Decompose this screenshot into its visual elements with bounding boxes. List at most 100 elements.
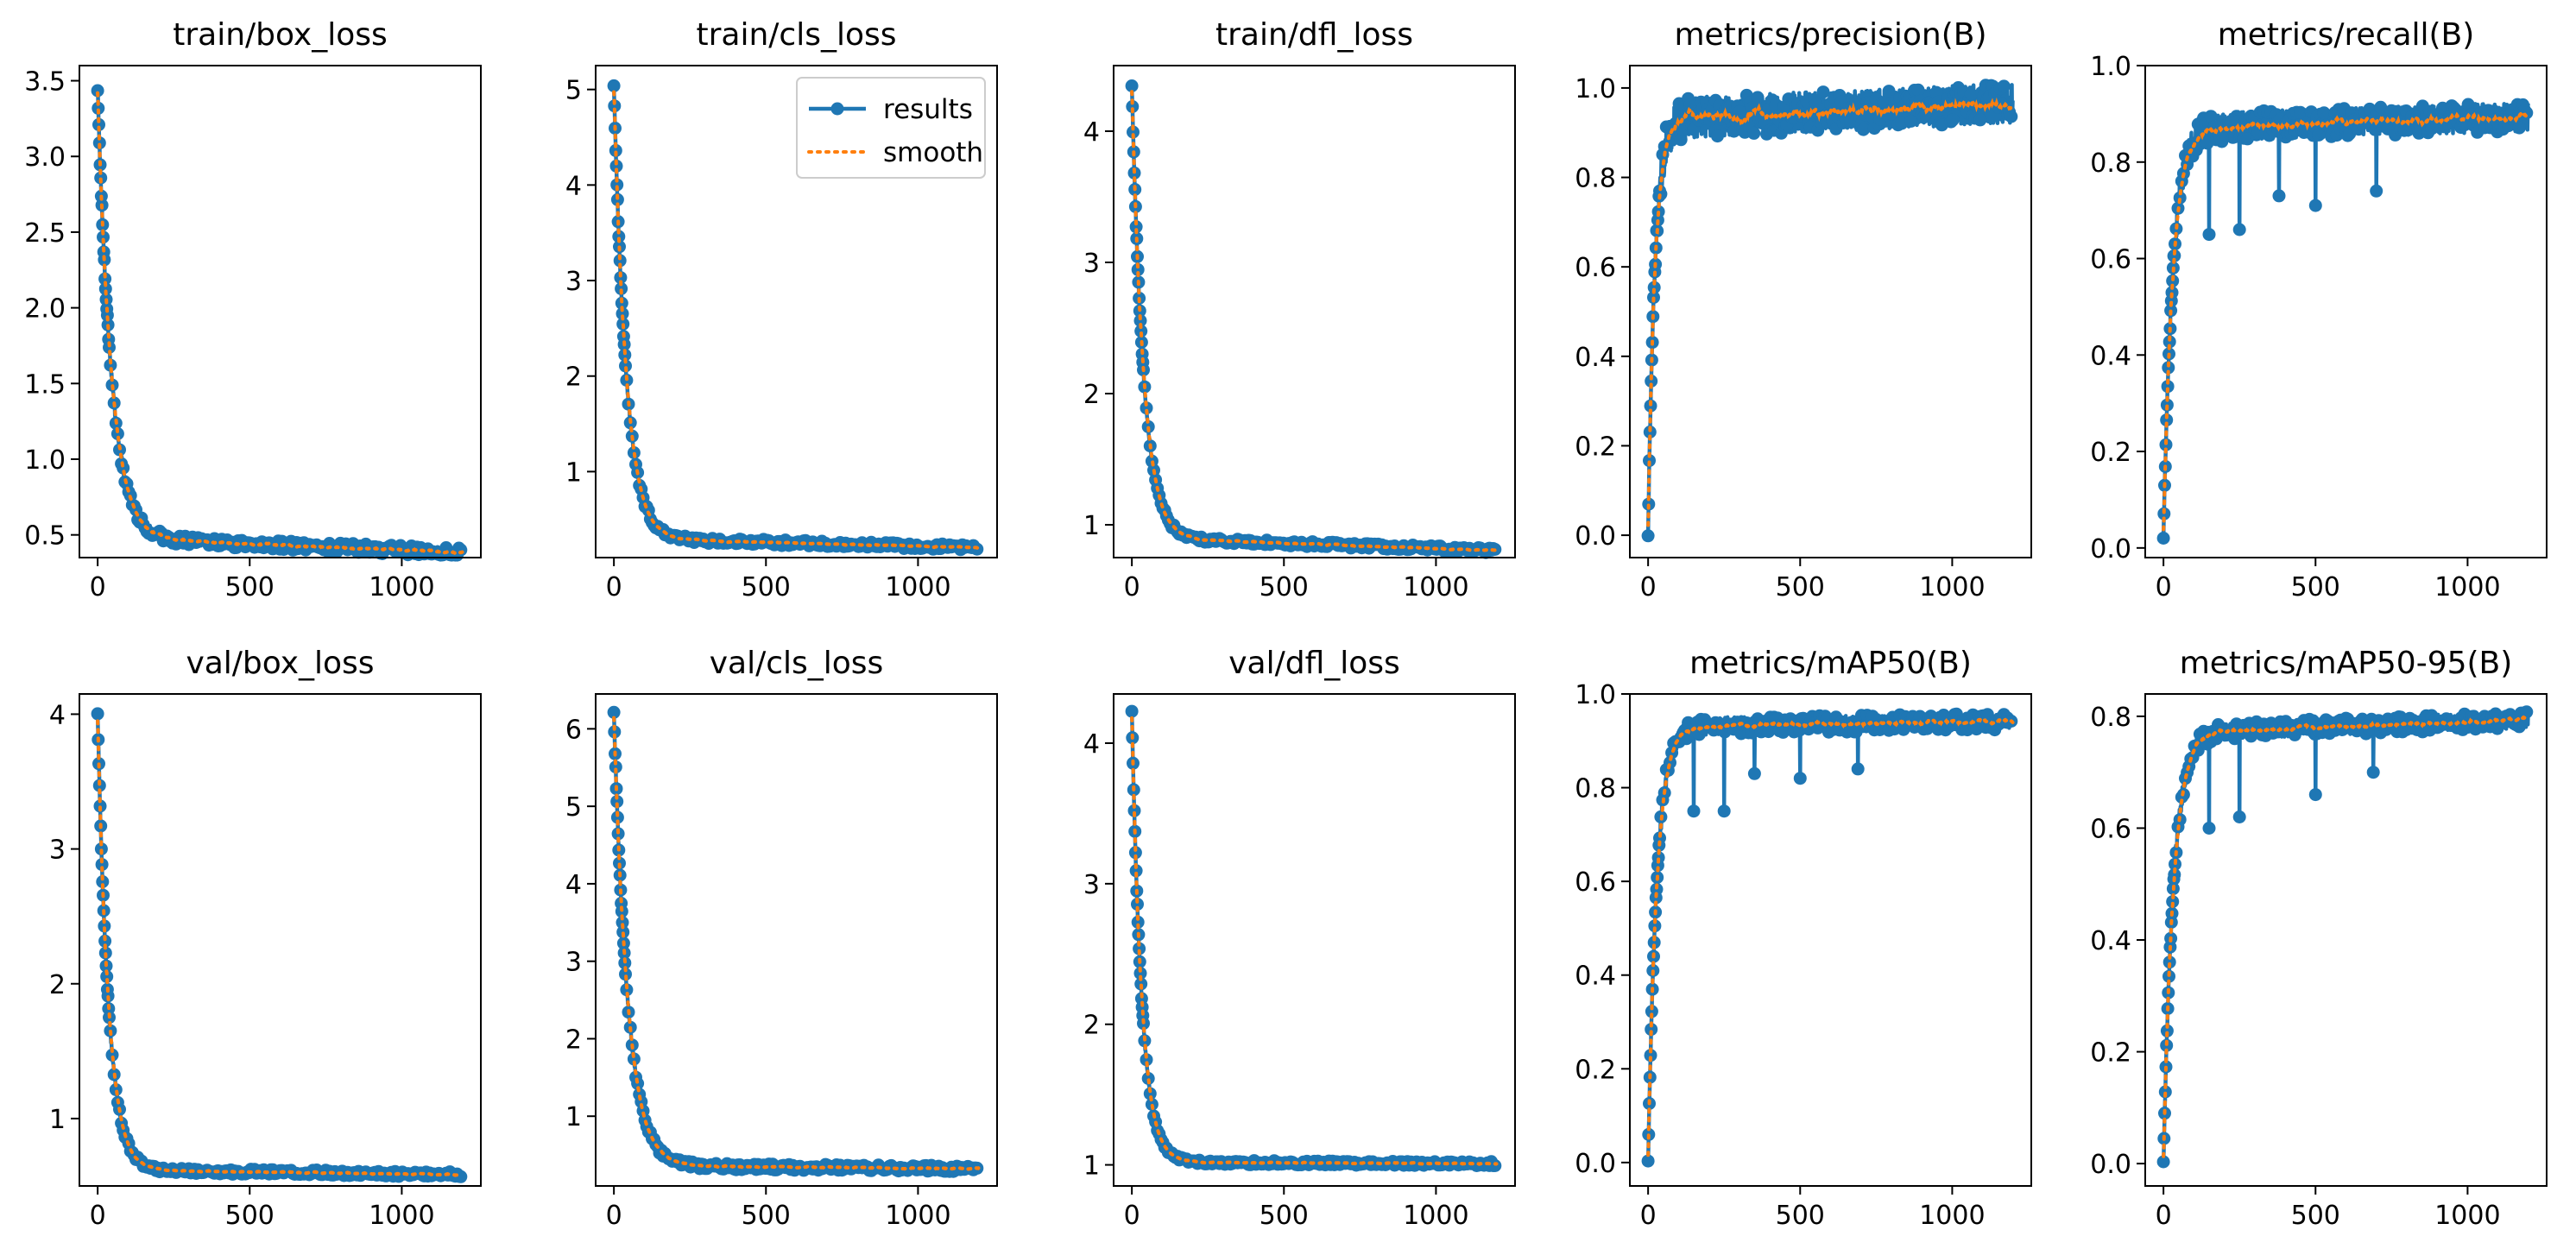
results-point	[1125, 79, 1139, 92]
smooth-line	[2162, 715, 2530, 1158]
y-tick-label: 5	[565, 76, 582, 106]
results-point	[1717, 804, 1731, 818]
results-point	[1127, 804, 1141, 817]
y-tick-label: 3.5	[24, 67, 66, 98]
panel-metrics-map50-b: metrics/mAP50(B) 0 500 1000 0.0 0.2 0.4 0.6 0.8 1…	[1575, 646, 2032, 1231]
results-point	[1645, 1005, 1658, 1019]
y-tick-label: 0.5	[24, 521, 66, 552]
y-tick-label: 0.8	[1575, 164, 1616, 194]
x-tick-label: 1000	[885, 572, 950, 602]
results-point	[1129, 220, 1143, 234]
panel-val-dfl-loss: val/dfl_loss 0 500 1000 1 2 3 4	[1083, 646, 1516, 1231]
results-point	[1751, 91, 1765, 104]
y-tick-label: 0.2	[1575, 1055, 1616, 1085]
axes-frame	[595, 65, 998, 558]
y-tick-label: 4	[565, 171, 582, 201]
results-point	[609, 143, 622, 157]
x-tick-label: 500	[225, 1201, 275, 1231]
panel-title: metrics/precision(B)	[1674, 17, 1986, 53]
x-tick-label: 0	[1124, 1201, 1140, 1231]
results-point	[104, 358, 117, 372]
results-point	[607, 705, 621, 719]
results-point	[1973, 113, 1987, 127]
panel-title: metrics/mAP50(B)	[1689, 646, 1972, 681]
y-tick-label: 0.0	[2090, 1150, 2131, 1180]
axes-frame	[1113, 693, 1516, 1187]
axes-frame	[79, 65, 482, 558]
panel-title: train/box_loss	[173, 17, 388, 53]
results-point	[610, 810, 624, 824]
results-point	[2312, 128, 2326, 142]
results-point	[619, 359, 632, 373]
x-tick-label: 500	[1260, 572, 1309, 602]
results-point	[612, 230, 626, 243]
axes-frame	[2144, 693, 2548, 1187]
results-point	[96, 875, 110, 888]
results-point	[2161, 380, 2175, 394]
x-tick-label: 0	[1640, 1201, 1657, 1231]
results-point	[1133, 314, 1147, 327]
results-point	[92, 136, 106, 150]
results-markers	[91, 707, 468, 1183]
results-markers	[607, 705, 984, 1178]
results-markers	[2156, 705, 2534, 1169]
results-point	[1648, 919, 1662, 933]
y-tick-label: 1	[565, 1102, 582, 1132]
smooth-line	[612, 90, 981, 550]
results-point	[1131, 262, 1145, 276]
results-point	[95, 858, 109, 872]
results-line	[1129, 85, 1499, 555]
results-point	[609, 159, 623, 173]
y-tick-label: 0.8	[2090, 703, 2131, 733]
axes-frame	[1629, 693, 2032, 1187]
results-point	[2162, 335, 2176, 349]
results-point	[100, 308, 114, 322]
results-point	[454, 543, 468, 557]
results-point	[1929, 85, 1943, 99]
results-point	[1645, 1023, 1658, 1037]
axes-frame	[2144, 65, 2548, 558]
y-tick-label: 0.8	[2090, 148, 2131, 179]
results-point	[614, 271, 628, 285]
results-point	[1647, 281, 1661, 294]
results-point	[2204, 110, 2218, 123]
x-tick-label: 1000	[885, 1201, 950, 1231]
y-tick-label: 0.6	[1575, 867, 1616, 898]
results-point	[1866, 709, 1879, 723]
results-point	[2156, 1155, 2170, 1169]
results-markers	[1125, 79, 1502, 559]
y-tick-label: 0.4	[1575, 962, 1616, 992]
x-tick-label: 500	[1776, 1201, 1825, 1231]
results-point	[2512, 121, 2526, 135]
y-tick-label: 0.6	[1575, 253, 1616, 283]
legend-results-label: results	[883, 94, 973, 125]
x-tick-label: 500	[2291, 1201, 2340, 1231]
results-point	[1127, 125, 1140, 139]
results-point	[109, 1083, 123, 1096]
panel-metrics-recall-b: metrics/recall(B) 0 500 1000 0.0 0.2 0.4 0.6 0.8…	[2090, 17, 2548, 602]
x-tick-label: 500	[1260, 1201, 1309, 1231]
panel-metrics-precision-b: metrics/precision(B) 0 500 1000 0.0 0.2 0.4 0.6…	[1575, 17, 2032, 602]
results-point	[2160, 413, 2174, 427]
results-point	[100, 969, 114, 983]
results-point	[1143, 1087, 1157, 1100]
x-tick-label: 0	[2156, 1201, 2172, 1231]
axes-frame	[595, 693, 998, 1187]
results-point	[103, 341, 116, 354]
results-point	[105, 1048, 119, 1062]
y-tick-label: 4	[565, 870, 582, 900]
panel-val-cls-loss: val/cls_loss 0 500 1000 1 2 3 4 5 6	[565, 646, 998, 1231]
results-point	[110, 427, 124, 440]
results-point	[1733, 104, 1746, 118]
x-tick-label: 1000	[1919, 572, 1985, 602]
results-point	[2168, 867, 2181, 881]
results-point	[1140, 401, 1153, 415]
results-point	[2160, 1024, 2174, 1037]
results-line	[1645, 82, 2015, 536]
legend-smooth-label: smooth	[883, 137, 983, 168]
axes-frame	[1113, 65, 1516, 558]
results-point	[2366, 766, 2380, 779]
y-tick-label: 0.4	[2090, 341, 2131, 371]
results-point	[2232, 223, 2246, 236]
panel-val-box-loss: val/box_loss 0 500 1000 1 2 3 4	[49, 646, 482, 1231]
